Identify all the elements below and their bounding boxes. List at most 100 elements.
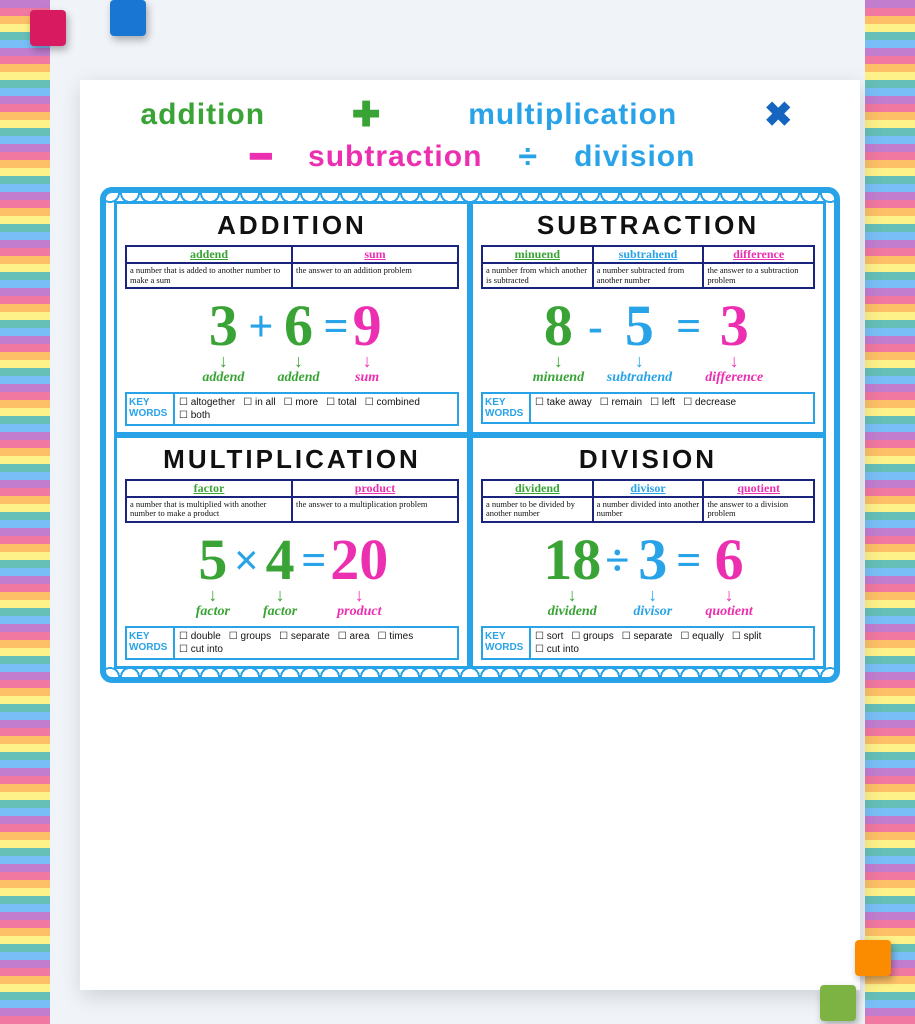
equation-part: 4↓factor [263,531,297,620]
keyword-item: total [326,397,357,408]
keywords-label: KEYWORDS [127,394,175,424]
addition-equation: 3↓addend+6↓addend=9↓sum [125,297,459,386]
equation-number: 4 [266,531,295,589]
keyword-item: groups [229,631,271,642]
equation-number: 3 [638,531,667,589]
addition-cell: ADDITIONaddenda number that is added to … [114,201,470,435]
vocab-term: dividend [483,481,592,498]
multiplication-vocab-table: factora number that is multiplied with a… [125,479,459,523]
vocab-definition: a number that is added to another number… [127,264,291,287]
keyword-item: decrease [683,397,736,419]
equation-operator: - [588,305,603,349]
equation-number: 9 [353,297,382,355]
vocab-definition: a number to be divided by another number [483,498,592,521]
equation-label: dividend [548,604,597,620]
keyword-item: equally [680,631,723,642]
arrow-down-icon: ↓ [219,351,228,372]
equation-number: 6 [284,297,313,355]
division-cell: DIVISIONdividenda number to be divided b… [470,435,826,669]
scallop-frame: ADDITIONaddenda number that is added to … [100,187,840,683]
vocab-col: minuenda number from which another is su… [483,247,594,287]
vocab-definition: a number that is multiplied with another… [127,498,291,521]
addition-vocab-table: addenda number that is added to another … [125,245,459,289]
equation-number: 5 [625,297,654,355]
equation-number: 8 [544,297,573,355]
equation-label: difference [705,370,763,386]
header-row-1: addition ✚ multiplication ✖ [100,95,840,135]
equation-label: addend [278,370,320,386]
binder-clip [855,940,891,976]
equation-part: 18↓dividend [543,531,601,620]
arrow-down-icon: ↓ [648,585,657,606]
division-title: DIVISION [481,444,815,475]
vocab-col: subtrahenda number subtracted from anoth… [594,247,705,287]
binder-clip [110,0,146,36]
keywords-list: altogetherin allmoretotalcombinedboth [175,394,457,424]
subtraction-title: SUBTRACTION [481,210,815,241]
equation-part: 3↓addend [202,297,244,386]
arrow-down-icon: ↓ [276,585,285,606]
division-vocab-table: dividenda number to be divided by anothe… [481,479,815,523]
arrow-down-icon: ↓ [355,585,364,606]
keyword-item: split [732,631,762,642]
keyword-item: cut into [179,644,223,655]
addition-title: ADDITION [125,210,459,241]
keyword-item: times [378,631,414,642]
multiplication-title: MULTIPLICATION [125,444,459,475]
keyword-item: separate [622,631,673,642]
keyword-item: altogether [179,397,235,408]
binder-clip [820,985,856,1021]
keyword-item: take away [535,397,592,419]
equation-number: 5 [198,531,227,589]
vocab-term: minuend [483,247,592,264]
vocab-definition: the answer to an addition problem [293,264,457,277]
equation-number: 20 [330,531,388,589]
keyword-item: remain [600,397,642,419]
vocab-col: sumthe answer to an addition problem [293,247,457,287]
vocab-col: factora number that is multiplied with a… [127,481,293,521]
equation-operator: × [234,539,259,583]
vocab-col: productthe answer to a multiplication pr… [293,481,457,521]
plus-icon: ✚ [346,95,388,135]
keyword-item: double [179,631,221,642]
equation-label: quotient [705,604,752,620]
keywords-label: KEYWORDS [127,628,175,658]
equation-number: 18 [543,531,601,589]
vocab-col: divisora number divided into another num… [594,481,705,521]
division-keywords: KEYWORDSsortgroupsseparateequallysplitcu… [481,626,815,660]
equation-number: 3 [720,297,749,355]
multiplication-keywords: KEYWORDSdoublegroupsseparateareatimescut… [125,626,459,660]
keywords-list: doublegroupsseparateareatimescut into [175,628,457,658]
header-multiplication: multiplication [468,98,677,132]
keyword-item: more [284,397,319,408]
equation-part: 5↓subtrahend [607,297,672,386]
arrow-down-icon: ↓ [294,351,303,372]
keyword-item: groups [571,631,613,642]
keywords-list: take awayremainleftdecrease [531,394,813,422]
vocab-col: dividenda number to be divided by anothe… [483,481,594,521]
arrow-down-icon: ↓ [568,585,577,606]
subtraction-vocab-table: minuenda number from which another is su… [481,245,815,289]
decorative-border-left [0,0,50,1024]
keyword-item: separate [279,631,330,642]
vocab-definition: a number subtracted from another number [594,264,703,287]
equation-label: addend [202,370,244,386]
header-division: division [574,140,695,174]
arrow-down-icon: ↓ [363,351,372,372]
multiplication-cell: MULTIPLICATION factora number that is mul… [114,435,470,669]
vocab-col: differencethe answer to a subtraction pr… [704,247,813,287]
keyword-item: combined [365,397,420,408]
decorative-border-right [865,0,915,1024]
arrow-down-icon: ↓ [730,351,739,372]
vocab-col: addenda number that is added to another … [127,247,293,287]
vocab-term: difference [704,247,813,264]
equation-operator: + [248,305,273,349]
vocab-term: factor [127,481,291,498]
keywords-label: KEYWORDS [483,394,531,422]
arrow-down-icon: ↓ [725,585,734,606]
subtraction-keywords: KEYWORDStake awayremainleftdecrease [481,392,815,424]
subtraction-equation: 8↓minuend-5↓subtrahend=3↓difference [481,297,815,386]
equation-number: 6 [715,531,744,589]
equation-part: 20↓product [330,531,388,620]
division-equation: 18↓dividend÷3↓divisor=6↓quotient [481,531,815,620]
